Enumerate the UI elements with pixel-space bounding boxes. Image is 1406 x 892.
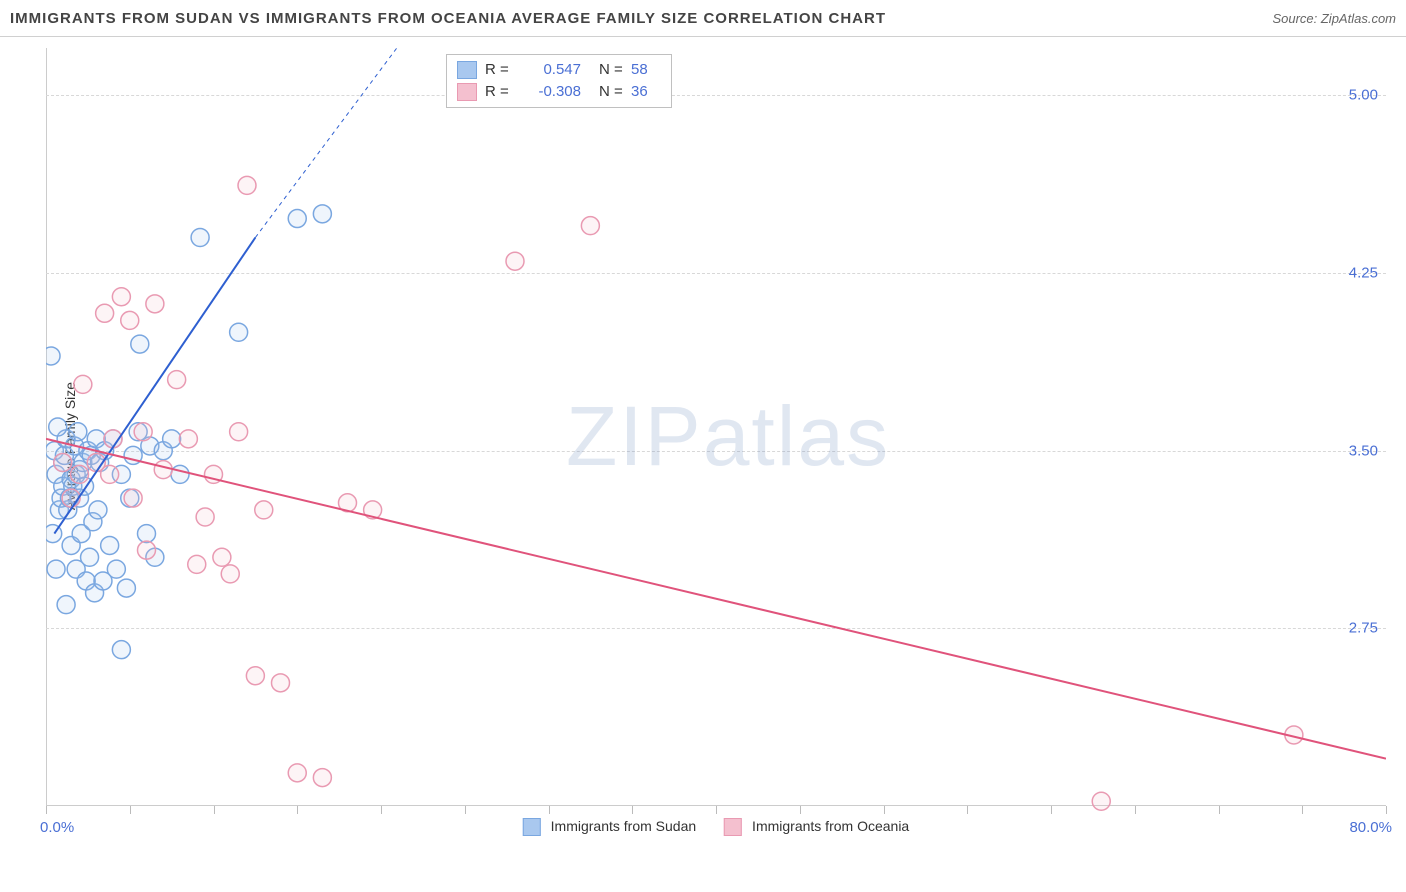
data-point — [191, 229, 209, 247]
plot-area: 2.753.504.255.00 ZIPatlas R = 0.547 N = … — [46, 48, 1386, 838]
data-point — [255, 501, 273, 519]
trend-line-extrapolated — [255, 48, 414, 238]
legend-row-oceania: R = -0.308 N = 36 — [457, 81, 661, 103]
data-point — [221, 565, 239, 583]
data-point — [154, 461, 172, 479]
data-point — [179, 430, 197, 448]
series-legend: Immigrants from Sudan Immigrants from Oc… — [523, 818, 909, 836]
data-point — [272, 674, 290, 692]
data-point — [96, 304, 114, 322]
n-value-oceania: 36 — [631, 81, 661, 103]
data-point — [288, 764, 306, 782]
legend-item-oceania: Immigrants from Oceania — [724, 818, 909, 836]
data-point — [57, 596, 75, 614]
legend-item-sudan: Immigrants from Sudan — [523, 818, 696, 836]
legend-row-sudan: R = 0.547 N = 58 — [457, 59, 661, 81]
data-point — [213, 548, 231, 566]
data-point — [196, 508, 214, 526]
data-point — [168, 371, 186, 389]
data-point — [69, 423, 87, 441]
data-point — [54, 454, 72, 472]
data-point — [313, 769, 331, 787]
data-point — [131, 335, 149, 353]
x-axis-min: 0.0% — [40, 819, 74, 836]
data-point — [246, 667, 264, 685]
n-value-sudan: 58 — [631, 59, 661, 81]
data-point — [124, 489, 142, 507]
data-point — [46, 347, 60, 365]
source-attribution: Source: ZipAtlas.com — [1272, 11, 1396, 26]
swatch-oceania — [457, 83, 477, 101]
title-bar: IMMIGRANTS FROM SUDAN VS IMMIGRANTS FROM… — [0, 0, 1406, 37]
data-point — [101, 465, 119, 483]
swatch-icon — [724, 818, 742, 836]
swatch-icon — [523, 818, 541, 836]
data-point — [121, 311, 139, 329]
data-point — [230, 423, 248, 441]
r-value-oceania: -0.308 — [521, 81, 581, 103]
x-axis-max: 80.0% — [1349, 819, 1392, 836]
data-point — [112, 288, 130, 306]
scatter-plot — [46, 48, 1386, 838]
data-point — [138, 541, 156, 559]
data-point — [581, 217, 599, 235]
data-point — [1092, 792, 1110, 810]
data-point — [134, 423, 152, 441]
data-point — [117, 579, 135, 597]
x-tick — [1386, 806, 1387, 814]
data-point — [74, 375, 92, 393]
chart-title: IMMIGRANTS FROM SUDAN VS IMMIGRANTS FROM… — [10, 10, 886, 27]
data-point — [47, 560, 65, 578]
data-point — [171, 465, 189, 483]
data-point — [288, 210, 306, 228]
data-point — [101, 536, 119, 554]
data-point — [138, 525, 156, 543]
data-point — [313, 205, 331, 223]
r-value-sudan: 0.547 — [521, 59, 581, 81]
data-point — [506, 252, 524, 270]
data-point — [49, 418, 67, 436]
data-point — [71, 465, 89, 483]
data-point — [81, 548, 99, 566]
data-point — [230, 323, 248, 341]
data-point — [188, 555, 206, 573]
swatch-sudan — [457, 61, 477, 79]
data-point — [89, 501, 107, 519]
trend-line — [46, 439, 1386, 759]
data-point — [146, 295, 164, 313]
data-point — [238, 176, 256, 194]
correlation-legend: R = 0.547 N = 58 R = -0.308 N = 36 — [446, 54, 672, 108]
data-point — [163, 430, 181, 448]
data-point — [107, 560, 125, 578]
data-point — [112, 641, 130, 659]
